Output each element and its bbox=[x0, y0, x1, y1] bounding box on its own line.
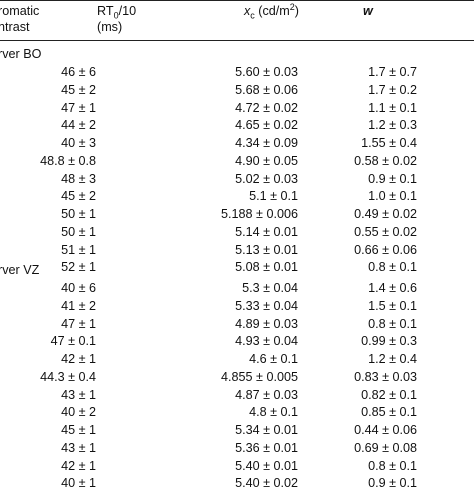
cell-xc: 5.02 ± 0.03 bbox=[235, 171, 298, 186]
cell-rt: 50 ± 1 bbox=[61, 207, 96, 221]
cell-w: 0.66 ± 0.06 bbox=[354, 242, 417, 257]
cell-w: 1.0 ± 0.1 bbox=[368, 189, 417, 204]
cell-rt: 47 ± 0.1 bbox=[50, 334, 96, 349]
cell-w: 1.2 ± 0.4 bbox=[368, 352, 417, 366]
cell-xc: 4.90 ± 0.05 bbox=[235, 153, 298, 168]
header-bottom-rule bbox=[0, 40, 474, 41]
cell-w: 0.55 ± 0.02 bbox=[354, 224, 417, 239]
cell-w: 0.85 ± 0.1 bbox=[361, 405, 417, 420]
cell-w: 0.58 ± 0.02 bbox=[354, 153, 417, 168]
cell-w: 1.4 ± 0.6 bbox=[368, 281, 417, 295]
cell-rt: 40 ± 2 bbox=[61, 405, 96, 420]
cell-rt: 45 ± 1 bbox=[61, 423, 96, 437]
cell-rt: 52 ± 1 bbox=[61, 260, 96, 275]
header-xc-unit-post: ) bbox=[294, 4, 299, 18]
cell-xc: 5.60 ± 0.03 bbox=[235, 65, 298, 79]
header-xc-superscript: 2 bbox=[289, 1, 295, 12]
cell-xc: 5.188 ± 0.006 bbox=[221, 207, 298, 221]
cell-rt: 42 ± 1 bbox=[61, 458, 96, 473]
header-w: w bbox=[363, 4, 373, 18]
cell-xc: 5.68 ± 0.06 bbox=[235, 82, 298, 97]
cell-xc: 5.33 ± 0.04 bbox=[235, 298, 298, 313]
cell-w: 0.8 ± 0.1 bbox=[368, 316, 417, 331]
header-xc: xc (cd/m2) bbox=[244, 1, 299, 21]
cell-rt: 48 ± 3 bbox=[61, 171, 96, 186]
cell-xc: 5.34 ± 0.01 bbox=[235, 423, 298, 437]
cell-xc: 5.14 ± 0.01 bbox=[235, 224, 298, 239]
cell-w: 1.2 ± 0.3 bbox=[368, 118, 417, 133]
header-chromatic-contrast-line2: ntrast bbox=[0, 20, 30, 34]
cell-xc: 4.87 ± 0.03 bbox=[235, 387, 298, 402]
cell-rt: 45 ± 2 bbox=[61, 189, 96, 204]
cell-w: 0.99 ± 0.3 bbox=[361, 334, 417, 349]
header-rt-rest: /10 bbox=[118, 4, 137, 18]
cell-xc: 5.40 ± 0.01 bbox=[235, 458, 298, 473]
cell-rt: 43 ± 1 bbox=[61, 387, 96, 402]
cell-xc: 5.13 ± 0.01 bbox=[235, 242, 298, 257]
header-rt: RT0/10 bbox=[97, 4, 137, 21]
cell-w: 0.9 ± 0.1 bbox=[368, 476, 417, 490]
cell-rt: 44.3 ± 0.4 bbox=[40, 369, 96, 384]
header-rt-subscript: 0 bbox=[113, 10, 119, 21]
cell-rt: 44 ± 2 bbox=[61, 118, 96, 133]
cell-w: 0.44 ± 0.06 bbox=[354, 423, 417, 437]
cell-xc: 5.40 ± 0.02 bbox=[235, 476, 298, 490]
cell-w: 1.5 ± 0.1 bbox=[368, 298, 417, 313]
cell-xc: 4.8 ± 0.1 bbox=[249, 405, 298, 420]
cell-rt: 47 ± 1 bbox=[61, 100, 96, 115]
cell-w: 0.69 ± 0.08 bbox=[354, 440, 417, 455]
cell-rt: 40 ± 1 bbox=[61, 476, 96, 490]
cell-w: 0.83 ± 0.03 bbox=[354, 369, 417, 384]
cell-w: 1.7 ± 0.2 bbox=[368, 82, 417, 97]
cell-rt: 50 ± 1 bbox=[61, 224, 96, 239]
cell-w: 1.1 ± 0.1 bbox=[368, 100, 417, 115]
cell-xc: 5.3 ± 0.04 bbox=[242, 281, 298, 295]
cell-w: 1.7 ± 0.7 bbox=[368, 65, 417, 79]
cell-xc: 4.72 ± 0.02 bbox=[235, 100, 298, 115]
cell-rt: 40 ± 6 bbox=[61, 281, 96, 295]
header-xc-unit-pre: (cd/m bbox=[254, 4, 290, 18]
cell-rt: 45 ± 2 bbox=[61, 82, 96, 97]
cell-xc: 4.6 ± 0.1 bbox=[249, 352, 298, 366]
header-rt-main: RT bbox=[97, 4, 114, 18]
cell-rt: 43 ± 1 bbox=[61, 440, 96, 455]
cell-w: 0.8 ± 0.1 bbox=[368, 458, 417, 473]
cell-xc: 5.36 ± 0.01 bbox=[235, 440, 298, 455]
cell-rt: 41 ± 2 bbox=[61, 298, 96, 313]
cell-rt: 47 ± 1 bbox=[61, 316, 96, 331]
cell-w: 1.55 ± 0.4 bbox=[361, 136, 417, 150]
cell-rt: 46 ± 6 bbox=[61, 65, 96, 79]
cell-xc: 5.1 ± 0.1 bbox=[249, 189, 298, 204]
cell-rt: 42 ± 1 bbox=[61, 352, 96, 366]
header-rt-unit: (ms) bbox=[97, 20, 123, 34]
group-label-bo: rver BO bbox=[0, 47, 42, 61]
cell-w: 0.82 ± 0.1 bbox=[361, 387, 417, 402]
cell-rt: 51 ± 1 bbox=[61, 242, 96, 257]
header-xc-subscript: c bbox=[250, 10, 255, 21]
cell-xc: 4.93 ± 0.04 bbox=[235, 334, 298, 349]
cell-w: 0.49 ± 0.02 bbox=[354, 207, 417, 221]
cell-xc: 4.34 ± 0.09 bbox=[235, 136, 298, 150]
table-top-rule bbox=[0, 0, 474, 1]
cell-xc: 4.89 ± 0.03 bbox=[235, 316, 298, 331]
cell-xc: 5.08 ± 0.01 bbox=[235, 260, 298, 275]
cell-w: 0.8 ± 0.1 bbox=[368, 260, 417, 275]
cell-xc: 4.855 ± 0.005 bbox=[221, 369, 298, 384]
cell-rt: 40 ± 3 bbox=[61, 136, 96, 150]
group-label-vz: rver VZ bbox=[0, 263, 40, 277]
cell-w: 0.9 ± 0.1 bbox=[368, 171, 417, 186]
cell-rt: 48.8 ± 0.8 bbox=[40, 153, 96, 168]
header-xc-symbol: x bbox=[244, 4, 251, 18]
header-chromatic-contrast-line1: romatic bbox=[0, 4, 40, 18]
cell-xc: 4.65 ± 0.02 bbox=[235, 118, 298, 133]
